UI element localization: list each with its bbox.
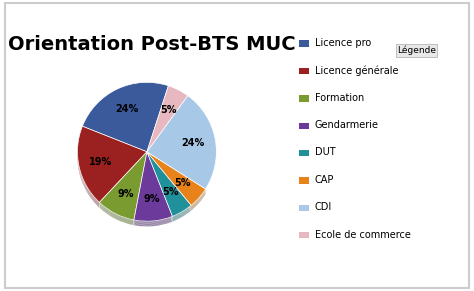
Wedge shape [147, 96, 216, 189]
Text: Licence générale: Licence générale [315, 65, 398, 76]
Text: DUT: DUT [315, 148, 336, 157]
Text: Ecole de commerce: Ecole de commerce [315, 230, 410, 239]
Wedge shape [147, 152, 191, 216]
Wedge shape [100, 156, 147, 224]
Wedge shape [134, 156, 173, 225]
Text: 19%: 19% [89, 157, 112, 167]
Wedge shape [147, 86, 188, 152]
Wedge shape [147, 156, 206, 210]
Text: 9%: 9% [143, 194, 160, 204]
Wedge shape [147, 155, 191, 220]
Wedge shape [134, 153, 173, 223]
Text: Orientation Post-BTS MUC: Orientation Post-BTS MUC [8, 35, 295, 54]
Wedge shape [147, 153, 191, 218]
Wedge shape [134, 152, 173, 221]
Wedge shape [147, 156, 206, 209]
Wedge shape [134, 157, 173, 226]
Wedge shape [100, 155, 147, 223]
Wedge shape [134, 156, 173, 226]
Wedge shape [147, 152, 206, 206]
Text: 24%: 24% [115, 104, 138, 114]
Wedge shape [78, 130, 147, 206]
Wedge shape [78, 128, 147, 204]
Text: 5%: 5% [174, 178, 191, 188]
Wedge shape [134, 152, 173, 222]
Wedge shape [134, 154, 173, 223]
Wedge shape [100, 153, 147, 221]
Wedge shape [100, 152, 147, 220]
Wedge shape [78, 129, 147, 205]
Wedge shape [100, 155, 147, 223]
Wedge shape [78, 132, 147, 207]
Text: 5%: 5% [163, 187, 179, 197]
Wedge shape [100, 152, 147, 221]
Wedge shape [78, 131, 147, 207]
Text: 5%: 5% [160, 105, 177, 115]
Text: 9%: 9% [117, 189, 134, 199]
Text: CAP: CAP [315, 175, 334, 185]
Wedge shape [147, 152, 191, 217]
Wedge shape [147, 155, 191, 219]
Text: CDI: CDI [315, 202, 332, 212]
Wedge shape [147, 155, 206, 208]
Wedge shape [147, 152, 206, 205]
Wedge shape [147, 156, 191, 220]
Wedge shape [147, 154, 191, 218]
Wedge shape [78, 129, 147, 206]
Wedge shape [147, 157, 191, 221]
Wedge shape [100, 156, 147, 225]
Text: Gendarmerie: Gendarmerie [315, 120, 379, 130]
Text: 24%: 24% [182, 138, 205, 148]
Wedge shape [78, 126, 147, 203]
Wedge shape [100, 157, 147, 225]
Wedge shape [100, 154, 147, 222]
Text: Légende: Légende [397, 46, 436, 55]
Wedge shape [82, 82, 168, 152]
Wedge shape [78, 127, 147, 204]
Text: Licence pro: Licence pro [315, 38, 371, 48]
Wedge shape [134, 155, 173, 224]
Wedge shape [147, 156, 191, 221]
Wedge shape [78, 127, 147, 203]
Wedge shape [147, 157, 206, 210]
Wedge shape [147, 153, 206, 207]
Wedge shape [134, 155, 173, 224]
Wedge shape [147, 154, 206, 207]
Text: Formation: Formation [315, 93, 364, 103]
Wedge shape [147, 155, 206, 209]
